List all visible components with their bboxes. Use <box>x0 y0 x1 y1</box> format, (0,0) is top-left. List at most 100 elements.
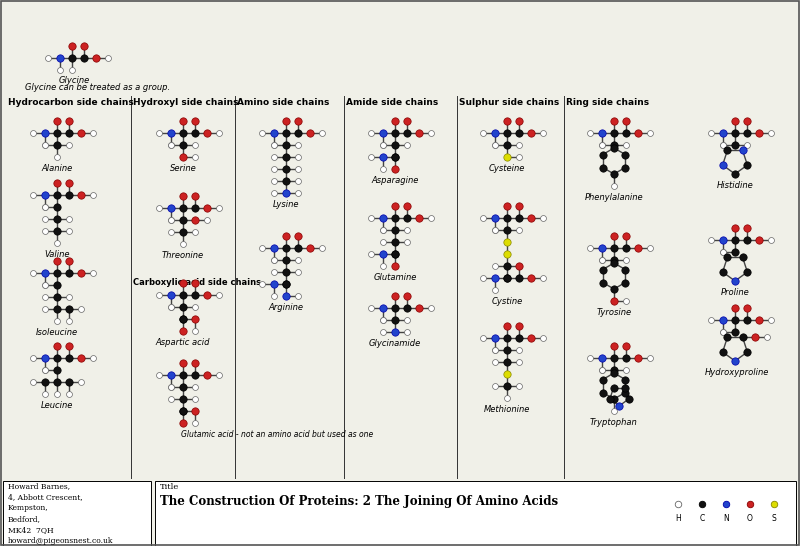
Point <box>584 129 597 138</box>
Point <box>291 177 304 186</box>
Point <box>613 401 626 410</box>
Point <box>291 117 304 126</box>
Point <box>50 366 63 375</box>
Point <box>716 161 729 169</box>
Point <box>489 141 502 150</box>
Point <box>213 129 226 138</box>
Point <box>619 163 632 172</box>
Point <box>741 268 754 276</box>
Point <box>291 188 304 197</box>
Point <box>38 215 51 223</box>
Point <box>760 333 773 342</box>
Point <box>38 129 51 138</box>
Point <box>62 227 75 235</box>
Point <box>165 204 178 212</box>
FancyBboxPatch shape <box>155 481 796 546</box>
Point <box>501 141 514 150</box>
Point <box>165 141 178 150</box>
Point <box>389 262 402 270</box>
Point <box>632 244 645 252</box>
Point <box>596 265 609 274</box>
Point <box>608 129 621 138</box>
Point <box>280 153 293 162</box>
Text: O: O <box>747 514 753 523</box>
Point <box>377 328 390 336</box>
Point <box>389 213 402 222</box>
Text: N: N <box>723 514 729 523</box>
Point <box>595 129 609 138</box>
Point <box>291 292 304 300</box>
Point <box>189 371 202 379</box>
Point <box>729 224 742 233</box>
Point <box>377 141 390 150</box>
Point <box>315 129 329 138</box>
Point <box>280 188 293 197</box>
Point <box>596 388 609 397</box>
Point <box>267 129 281 138</box>
Point <box>753 236 766 245</box>
Point <box>78 54 90 62</box>
Point <box>377 316 390 324</box>
Point <box>62 141 75 150</box>
Point <box>741 224 754 233</box>
Point <box>26 354 39 363</box>
Point <box>62 378 75 387</box>
Point <box>62 317 75 325</box>
Point <box>537 334 550 342</box>
Point <box>389 292 402 300</box>
FancyBboxPatch shape <box>3 481 151 546</box>
Point <box>267 141 281 150</box>
Point <box>189 129 202 138</box>
Point <box>643 354 656 363</box>
Point <box>595 256 609 264</box>
Point <box>189 359 202 367</box>
Point <box>401 292 414 300</box>
Point <box>62 305 75 313</box>
Point <box>595 141 609 150</box>
Point <box>177 216 190 224</box>
Point <box>177 228 190 236</box>
Point <box>165 383 178 391</box>
Point <box>608 141 621 150</box>
Point <box>513 274 526 282</box>
Point <box>280 129 293 138</box>
Point <box>377 153 390 162</box>
Text: Phenylalanine: Phenylalanine <box>585 193 643 202</box>
Point <box>177 278 190 287</box>
Point <box>189 383 202 391</box>
Point <box>716 268 729 276</box>
Point <box>177 192 190 200</box>
Point <box>177 204 190 212</box>
Point <box>721 146 734 155</box>
Point <box>267 153 281 162</box>
Point <box>513 201 526 210</box>
Text: Asparagine: Asparagine <box>371 176 418 185</box>
Point <box>619 150 632 159</box>
Point <box>291 232 304 240</box>
Text: Glycinamide: Glycinamide <box>369 339 421 348</box>
Text: Aspartic acid: Aspartic acid <box>156 338 210 347</box>
Text: C: C <box>699 514 705 523</box>
Point <box>729 170 742 179</box>
Point <box>501 201 514 210</box>
Point <box>501 370 514 378</box>
Point <box>401 213 414 222</box>
Point <box>50 269 63 277</box>
Point <box>177 117 190 126</box>
Text: Methionine: Methionine <box>484 405 530 414</box>
Text: Arginine: Arginine <box>269 303 303 312</box>
Point <box>62 215 75 223</box>
Point <box>165 302 178 311</box>
Point <box>477 274 490 282</box>
Point <box>86 191 99 199</box>
Point <box>643 129 656 138</box>
Point <box>165 395 178 403</box>
Point <box>525 334 538 342</box>
Point <box>102 54 114 62</box>
Point <box>280 117 293 126</box>
Point <box>267 244 281 252</box>
Point <box>705 129 718 138</box>
Point <box>619 354 632 363</box>
Point <box>720 500 733 508</box>
Point <box>50 179 63 187</box>
